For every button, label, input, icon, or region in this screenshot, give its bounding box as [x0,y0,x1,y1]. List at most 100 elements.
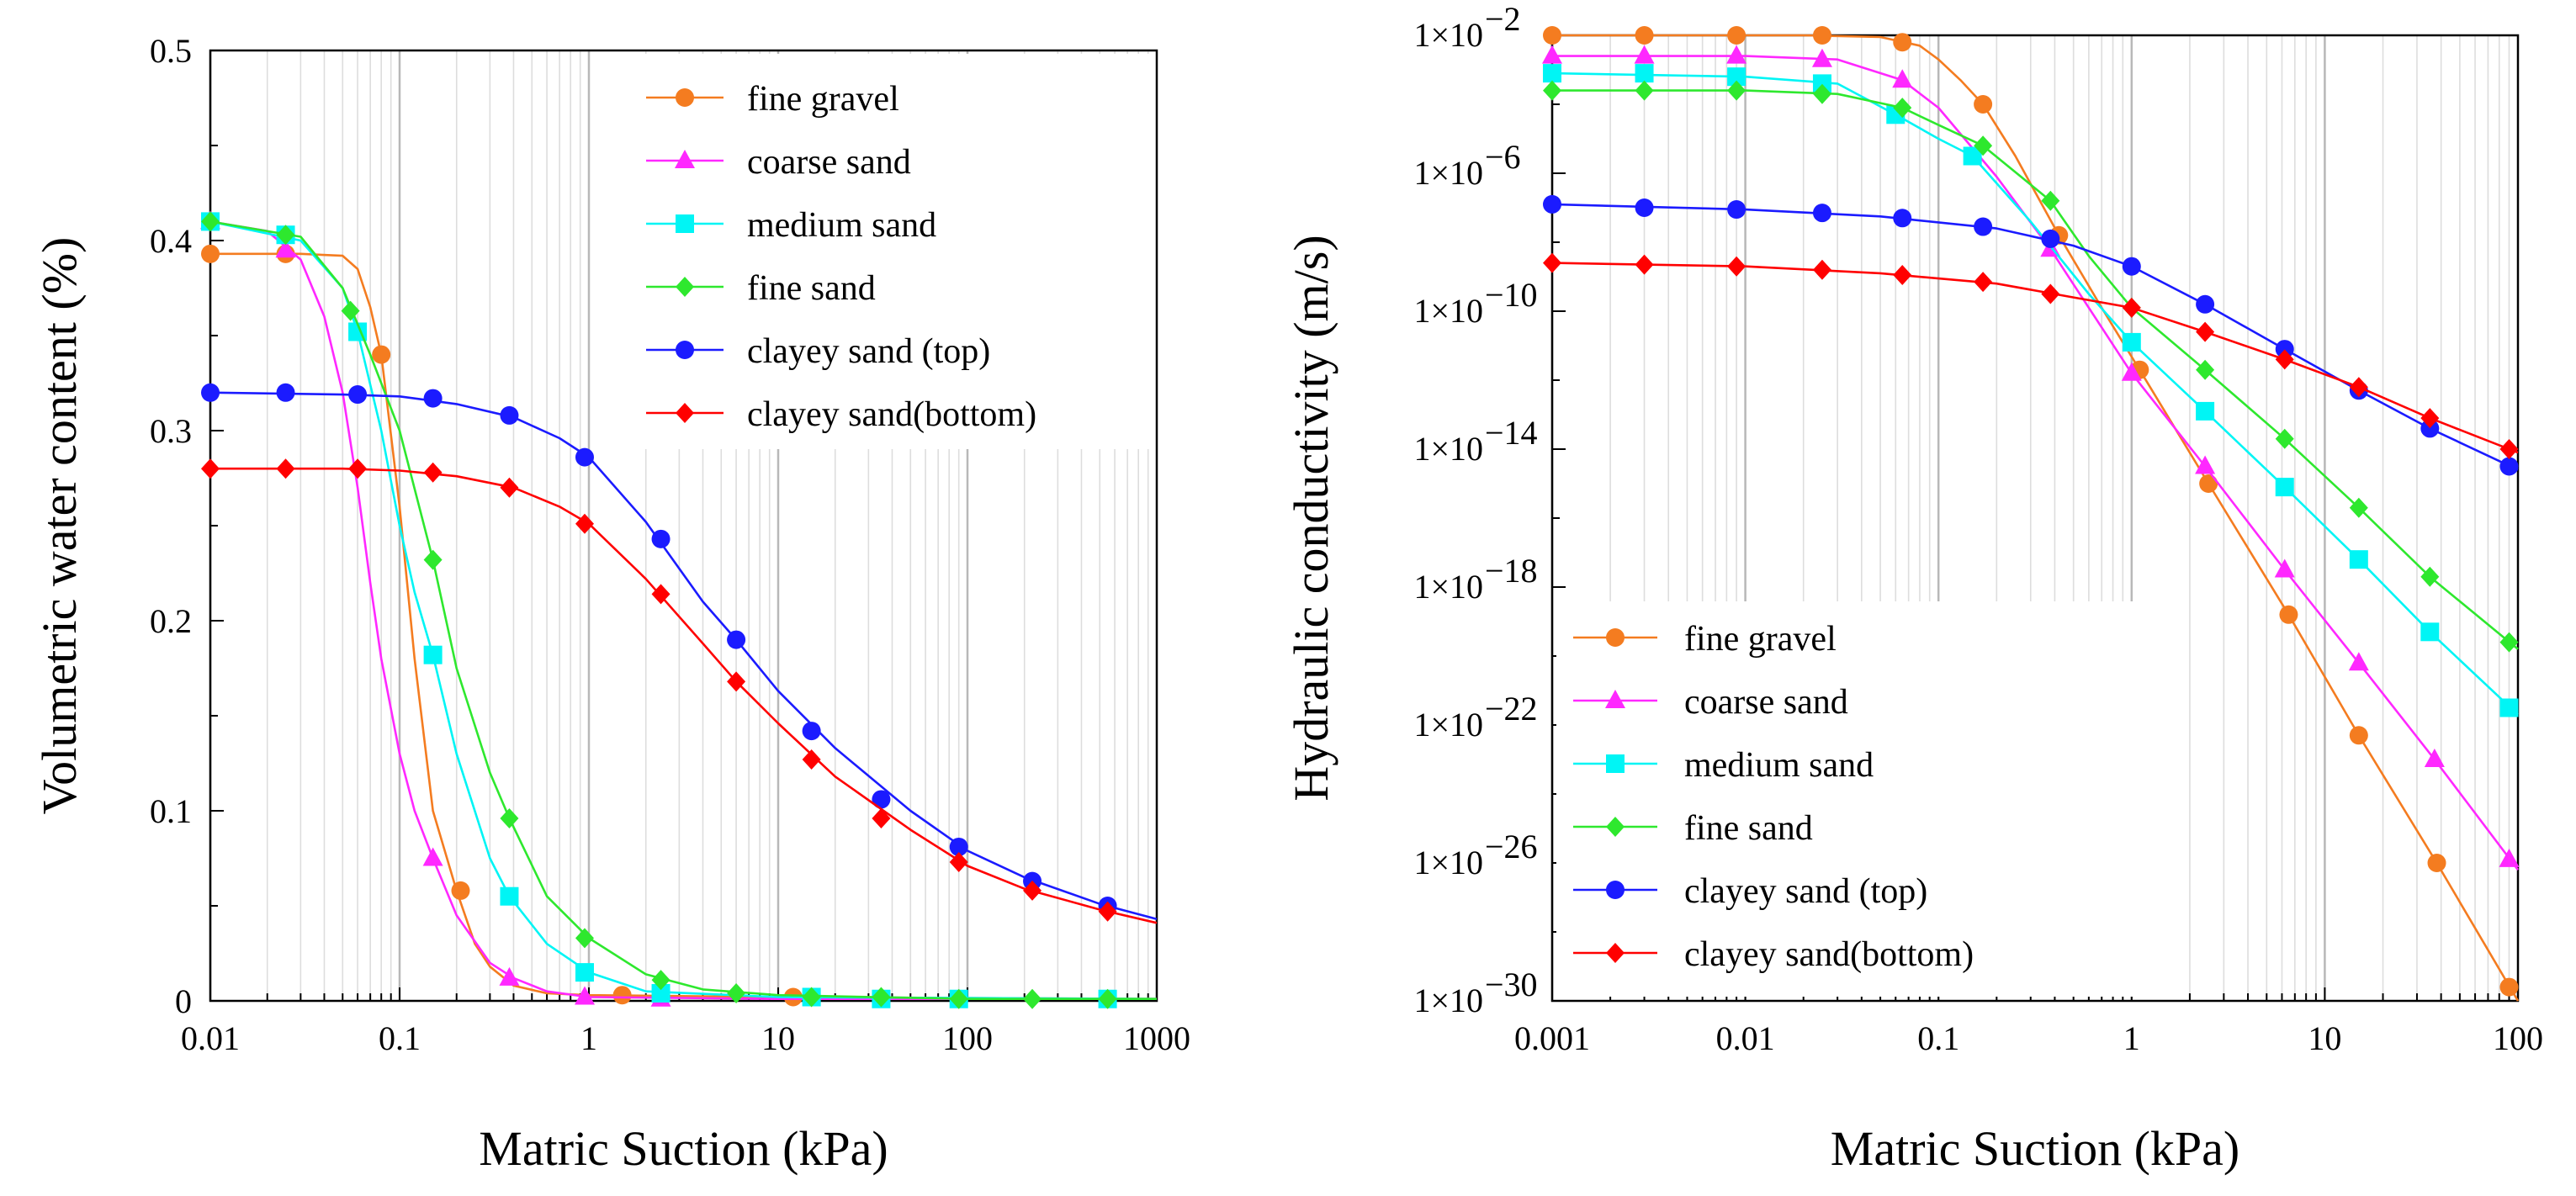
data-point [1727,200,1746,220]
series-fine-gravel [1543,26,2520,1002]
legend-box [629,54,1154,449]
x-tick-label: 0.1 [1917,1019,1959,1057]
legend-item-clayey-sand-bottom: clayey sand(bottom) [1573,935,1974,974]
data-point [949,988,968,1009]
legend-marker [1606,943,1625,963]
data-point [2499,698,2519,717]
y-tick-label: 0.5 [150,32,192,70]
y-tick-exponent: −26 [1485,828,1538,865]
data-point [727,671,746,692]
data-point [1635,26,1654,45]
data-point [2349,497,2368,518]
legend-label: clayey sand (top) [1684,872,1927,911]
right-legend: fine gravel coarse sand medium sand fine sa… [1556,601,2137,997]
legend-item-fine-sand: fine sand [646,269,876,308]
y-tick-label: 1×10 [1413,568,1483,606]
data-point [2427,854,2446,872]
legend-box [1556,601,2137,997]
data-point [1635,80,1654,101]
data-point [1023,988,1042,1009]
data-point [1812,83,1831,104]
x-tick-label: 10 [761,1019,795,1057]
data-point [1098,901,1117,922]
data-point [276,458,295,479]
data-point [802,722,821,741]
data-point [651,970,671,991]
legend-label: clayey sand(bottom) [747,395,1036,434]
data-point [1023,880,1042,901]
data-point [2499,632,2519,653]
x-tick-label: 0.01 [181,1019,240,1057]
data-point [575,963,594,982]
series-clayey-sand-top [1543,194,2519,476]
data-point [575,513,594,534]
data-point [1635,198,1654,217]
data-point [2196,401,2215,421]
y-tick-exponent: −18 [1485,552,1538,590]
data-point [802,987,821,1008]
data-point [422,847,443,866]
data-point [1893,98,1912,119]
data-point [2121,362,2142,381]
x-tick-label: 0.01 [1716,1019,1775,1057]
data-point [612,986,632,1005]
x-tick-label: 1000 [1123,1019,1190,1057]
data-point [1542,45,1562,64]
data-point [2195,455,2216,474]
series-line [210,467,1158,924]
legend-label: fine sand [1684,809,1813,848]
data-point [949,837,968,856]
data-point [2199,474,2218,493]
legend-item-clayey-sand-bottom: clayey sand(bottom) [646,395,1036,434]
data-point [201,458,220,479]
data-point [2420,566,2440,587]
x-axis-label: Matric Suction (kPa) [479,1121,888,1176]
series-clayey-sand-bottom [201,458,1158,924]
y-tick-label: 1×10 [1413,154,1483,192]
y-tick-label: 0.3 [150,412,192,450]
data-point [201,211,220,232]
x-tick-label: 0.1 [379,1019,421,1057]
series-line [209,220,1157,1000]
x-tick-label: 1 [580,1019,597,1057]
data-point [1543,26,1561,45]
data-point [500,477,519,498]
legend-marker [676,88,694,107]
x-tick-label: 100 [2493,1019,2543,1057]
data-point [2196,321,2215,342]
y-tick-label: 1×10 [1413,844,1483,881]
legend-marker [676,214,694,233]
data-point [499,966,520,986]
data-point [575,928,594,949]
data-point [1974,95,1993,114]
y-tick-label: 0.1 [150,792,192,830]
data-point [500,808,519,829]
data-point [276,225,295,246]
data-point [341,300,360,321]
y-tick-exponent: −10 [1485,276,1538,314]
series-line [1552,89,2519,650]
data-point [2348,652,2369,671]
data-point [651,584,671,605]
data-point [1893,264,1912,285]
data-point [2349,377,2368,398]
data-point [1812,26,1831,45]
data-point [1812,74,1831,93]
y-tick-label: 1×10 [1413,16,1483,54]
data-point [2499,848,2520,867]
data-point [2499,439,2519,459]
data-point [423,549,443,570]
data-point [2122,332,2141,352]
data-point [1974,217,1993,236]
y-axis-label: Hydraulic conductivity (m/s) [1284,235,1338,801]
data-point [1098,988,1117,1009]
legend-label: fine gravel [747,80,899,119]
data-point [1974,135,1993,156]
data-point [2275,349,2294,370]
y-tick-exponent: −6 [1485,138,1521,176]
data-point [451,881,470,900]
legend-label: fine gravel [1684,620,1837,659]
data-point [1543,252,1561,273]
legend-item-clayey-sand-top: clayey sand (top) [1573,872,1927,911]
data-point [2274,558,2295,578]
